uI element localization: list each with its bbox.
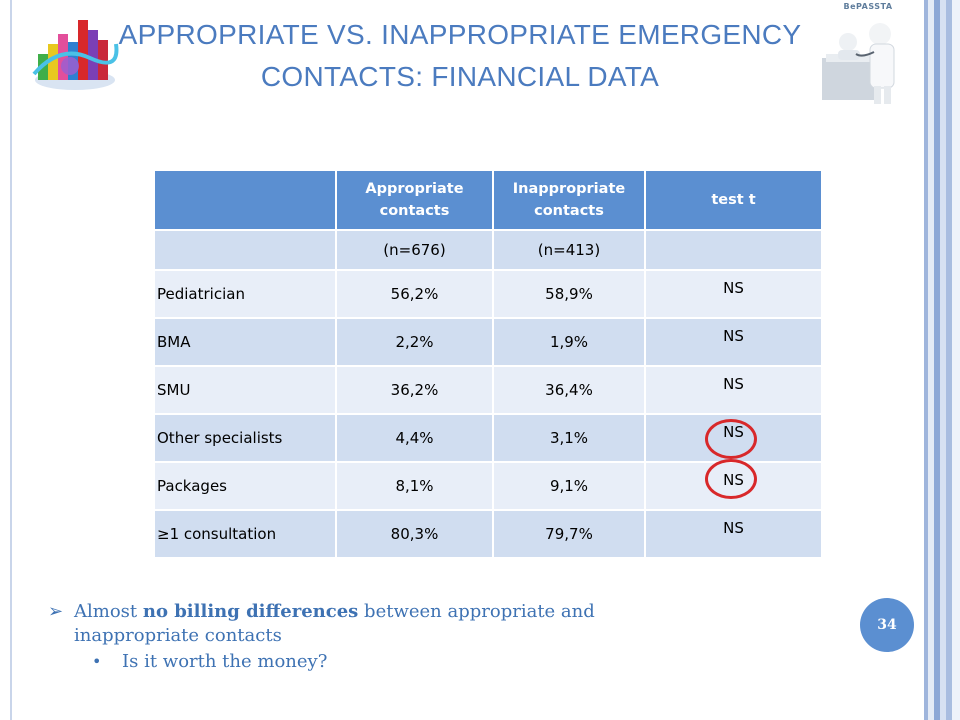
bullet-list: ➢ Almost no billing differences between …: [48, 600, 748, 674]
doctor-logo-icon: [812, 0, 918, 108]
table-header-inappropriate: Inappropriate contacts: [493, 171, 646, 231]
arrow-bullet-icon: ➢: [48, 601, 64, 622]
appropriate-value: 56,2%: [336, 270, 494, 319]
inappropriate-value: 36,4%: [493, 366, 646, 415]
left-border-stripe: [0, 0, 18, 720]
subheader-cell: [155, 230, 337, 271]
title-line-2: CONTACTS: FINANCIAL DATA: [260, 61, 660, 92]
inappropriate-value: 1,9%: [493, 318, 646, 367]
appropriate-value: 4,4%: [336, 414, 494, 463]
appropriate-value: 8,1%: [336, 462, 494, 511]
appropriate-value: 36,2%: [336, 366, 494, 415]
row-label: BMA: [155, 318, 337, 367]
dot-bullet-icon: •: [92, 652, 102, 671]
bullet-main-line2: inappropriate contacts: [74, 625, 282, 646]
table-header-test: test t: [645, 171, 823, 231]
row-label: Packages: [155, 462, 337, 511]
table-header-empty: [155, 171, 337, 231]
row-label: Pediatrician: [155, 270, 337, 319]
subheader-cell: [645, 230, 823, 271]
table-header-appropriate: Appropriate contacts: [336, 171, 494, 231]
financial-data-table: Appropriate contacts Inappropriate conta…: [155, 171, 823, 559]
test-value: NS: [645, 510, 823, 559]
header-appropriate-line2: contacts: [379, 203, 450, 219]
inappropriate-value: 3,1%: [493, 414, 646, 463]
page-number-badge: 34: [860, 598, 914, 652]
appropriate-value: 2,2%: [336, 318, 494, 367]
slide-title: APPROPRIATE VS. INAPPROPRIATE EMERGENCY …: [110, 14, 810, 98]
bullet-main-suffix: between appropriate and: [358, 601, 595, 622]
test-value: NS: [645, 318, 823, 367]
inappropriate-value: 58,9%: [493, 270, 646, 319]
table-row: ≥1 consultation 80,3% 79,7% NS: [155, 510, 823, 559]
bullet-main: ➢ Almost no billing differences between …: [48, 600, 748, 648]
row-label: Other specialists: [155, 414, 337, 463]
header-appropriate-line1: Appropriate: [365, 181, 464, 197]
highlight-circle-consultation: [705, 459, 757, 499]
bullet-main-prefix: Almost: [74, 601, 143, 622]
bullet-main-bold: no billing differences: [142, 601, 359, 622]
header-inappropriate-line1: Inappropriate: [512, 181, 626, 197]
test-value: NS: [645, 270, 823, 319]
subheader-cell: (n=413): [493, 230, 646, 271]
bullet-sub: • Is it worth the money?: [48, 650, 748, 674]
row-label: SMU: [155, 366, 337, 415]
highlight-circle-packages: [705, 419, 757, 459]
row-label: ≥1 consultation: [155, 510, 337, 559]
title-line-1: APPROPRIATE VS. INAPPROPRIATE EMERGENCY: [118, 19, 802, 50]
logo-text: BePASSTA: [843, 2, 893, 11]
appropriate-value: 80,3%: [336, 510, 494, 559]
bar-chart-icon: [32, 20, 119, 90]
test-value: NS: [645, 366, 823, 415]
inappropriate-value: 9,1%: [493, 462, 646, 511]
right-border-stripe: [920, 0, 960, 720]
inappropriate-value: 79,7%: [493, 510, 646, 559]
table-row: SMU 36,2% 36,4% NS: [155, 366, 823, 415]
subheader-cell: (n=676): [336, 230, 494, 271]
table-subheader-row: (n=676) (n=413): [155, 230, 823, 271]
table-row: Pediatrician 56,2% 58,9% NS: [155, 270, 823, 319]
table-header-row: Appropriate contacts Inappropriate conta…: [155, 171, 823, 231]
table-row: BMA 2,2% 1,9% NS: [155, 318, 823, 367]
bullet-sub-text: Is it worth the money?: [122, 651, 328, 672]
header-inappropriate-line2: contacts: [534, 203, 604, 219]
